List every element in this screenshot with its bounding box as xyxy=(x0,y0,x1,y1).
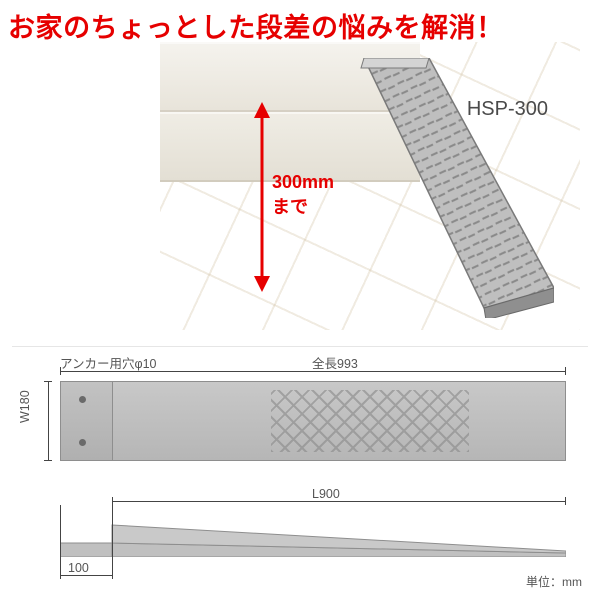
ramp-illustration xyxy=(324,58,554,318)
total-length-label: 全長993 xyxy=(312,353,358,372)
anchor-hole-icon xyxy=(79,396,86,403)
tread-pattern-icon xyxy=(271,390,469,452)
unit-label: 単位：mm xyxy=(526,573,582,590)
headline: お家のちょっとした段差の悩みを解消！ xyxy=(8,6,592,45)
dim-line-width xyxy=(48,381,49,461)
width-label: W180 xyxy=(18,390,32,423)
dim-line-side-length xyxy=(112,501,566,502)
product-photo: 300mm まで HSP-300 xyxy=(160,42,580,330)
mount-depth-label: 100 xyxy=(68,561,89,575)
model-label: HSP-300 xyxy=(467,98,548,121)
dim-line-mount-depth xyxy=(60,575,112,576)
top-view xyxy=(60,381,566,461)
dim-line-total-length xyxy=(60,371,566,372)
side-view xyxy=(60,507,566,557)
mount-plate xyxy=(61,382,113,460)
side-length-label: L900 xyxy=(312,487,340,501)
anchor-hole-icon xyxy=(79,439,86,446)
height-label: 300mm まで xyxy=(272,172,334,219)
dimension-diagram: アンカー用穴φ10 全長993 W180 L900 100 単位：mm xyxy=(12,346,588,594)
anchor-hole-label: アンカー用穴φ10 xyxy=(60,353,157,372)
height-arrow-icon xyxy=(250,102,274,292)
